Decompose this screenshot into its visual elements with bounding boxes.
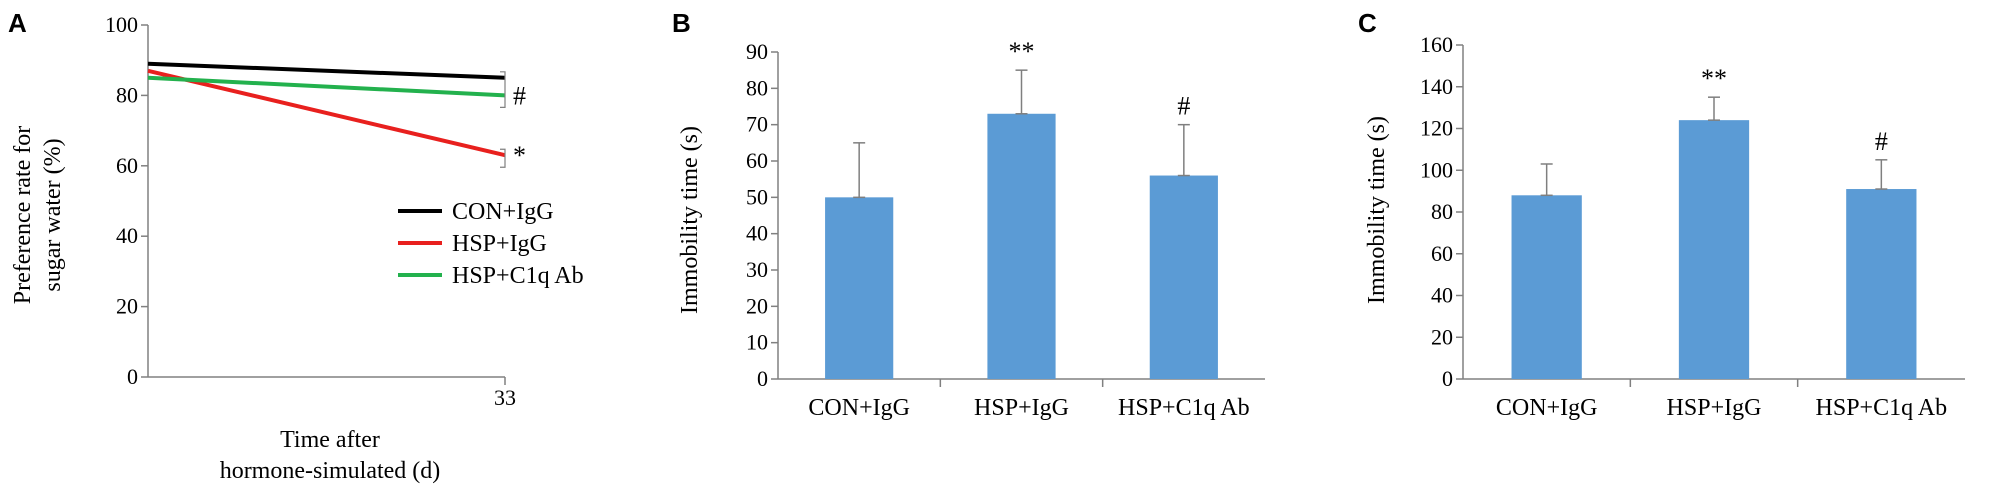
- panel-c-bar: [1511, 195, 1582, 379]
- panel-b-bar-chart: B 0 10 20 30 40 50 60 70 80 90 CON+IgG HSP+IgG ** HSP…: [672, 8, 1265, 421]
- panel-c-y-tick-label: 40: [1431, 283, 1453, 308]
- panel-b-y-tick-label: 0: [757, 366, 768, 391]
- panel-a-y-tick-label: 100: [105, 12, 138, 37]
- panel-a-series-line: [147, 68, 506, 158]
- panel-a-significance-mark: *: [513, 141, 526, 170]
- panel-a-x-axis-title-line1: Time after: [280, 427, 380, 453]
- panel-a-legend-label: CON+IgG: [452, 199, 554, 225]
- panel-a-series: *#: [147, 61, 526, 170]
- panel-c-bar: [1846, 189, 1917, 379]
- panel-b-bar: [987, 113, 1056, 380]
- panel-a-letter: A: [8, 8, 27, 38]
- panel-a-bracket: [500, 148, 506, 168]
- panel-a-y-axis-title-line2: sugar water (%): [40, 138, 66, 291]
- panel-b-y-tick-label: 10: [746, 330, 768, 355]
- panel-b-y-tick-label: 20: [746, 293, 768, 318]
- panel-b-y-tick-label: 70: [746, 112, 768, 137]
- panel-b-letter: B: [672, 8, 691, 38]
- panel-b-plot: 0 10 20 30 40 50 60 70 80 90 CON+IgG HSP+IgG ** HSP+C…: [746, 37, 1265, 421]
- panel-a-legend-label: HSP+C1q Ab: [452, 263, 584, 289]
- panel-a-y-tick-label: 80: [116, 82, 138, 107]
- panel-a-series-line: [147, 75, 506, 98]
- panel-b-y-axis-title: Immobility time (s): [677, 126, 703, 314]
- panel-b-y-tick-label: 60: [746, 148, 768, 173]
- panel-a-significance-mark: #: [513, 81, 526, 110]
- panel-b-bar: [1149, 175, 1218, 379]
- panel-a-bracket: [500, 71, 506, 108]
- panel-a-y-tick-label: 0: [127, 364, 138, 389]
- panel-a-y-tick-label: 20: [116, 294, 138, 319]
- panel-c-letter: C: [1358, 8, 1377, 38]
- panel-b-y-tick-label: 90: [746, 39, 768, 64]
- panel-c-y-axis-title: Immobility time (s): [1364, 116, 1390, 304]
- panel-c-category-label: HSP+C1q Ab: [1816, 395, 1948, 421]
- panel-c-significance-mark: **: [1701, 64, 1727, 93]
- panel-c-y-tick-label: 140: [1420, 74, 1453, 99]
- panel-a-legend-label: HSP+IgG: [452, 231, 547, 257]
- panel-c-category-label: HSP+IgG: [1667, 395, 1762, 421]
- panel-c-y-tick-label: 60: [1431, 241, 1453, 266]
- panel-c-y-tick-label: 80: [1431, 199, 1453, 224]
- panel-a-y-tick-label: 40: [116, 223, 138, 248]
- panel-c-y-tick-label: 160: [1420, 32, 1453, 57]
- panel-c-category-label: CON+IgG: [1496, 395, 1598, 421]
- panel-a-x-tick-label: 33: [494, 385, 516, 410]
- panel-b-y-tick-label: 40: [746, 221, 768, 246]
- panel-c-y-tick-label: 20: [1431, 324, 1453, 349]
- panel-a-x-axis-title-line2: hormone-simulated (d): [220, 458, 441, 484]
- panel-a-series-line: [147, 61, 506, 80]
- panel-b-bar: [825, 197, 894, 379]
- panel-c-y-tick-label: 0: [1442, 366, 1453, 391]
- panel-b-category-label: HSP+IgG: [974, 395, 1069, 421]
- panel-c-plot: 0 20 40 60 80 100 120 140 160 CON+IgG HSP+IgG ** HSP…: [1420, 32, 1965, 421]
- panel-a-y-axis-title-line1: Preference rate for: [10, 126, 36, 305]
- panel-c-bar: [1678, 120, 1750, 380]
- panel-b-y-tick-label: 30: [746, 257, 768, 282]
- panel-b-significance-mark: #: [1177, 92, 1190, 121]
- panel-a-legend: CON+IgG HSP+IgG HSP+C1q Ab: [398, 199, 584, 289]
- panel-b-category-label: CON+IgG: [808, 395, 910, 421]
- panel-b-y-tick-label: 80: [746, 75, 768, 100]
- panel-c-significance-mark: #: [1875, 127, 1888, 156]
- panel-a-y-tick-label: 60: [116, 153, 138, 178]
- panel-b-y-tick-label: 50: [746, 184, 768, 209]
- panel-a-axes: 0 20 40 60 80 100: [105, 12, 506, 389]
- panel-c-y-tick-label: 100: [1420, 157, 1453, 182]
- panel-c-y-tick-label: 120: [1420, 116, 1453, 141]
- panel-b-significance-mark: **: [1009, 37, 1035, 66]
- panel-c-bar-chart: C 0 20 40 60 80 100 120 140 160 CON+IgG HSP+IgG ** H…: [1358, 8, 1965, 421]
- panel-b-category-label: HSP+C1q Ab: [1118, 395, 1250, 421]
